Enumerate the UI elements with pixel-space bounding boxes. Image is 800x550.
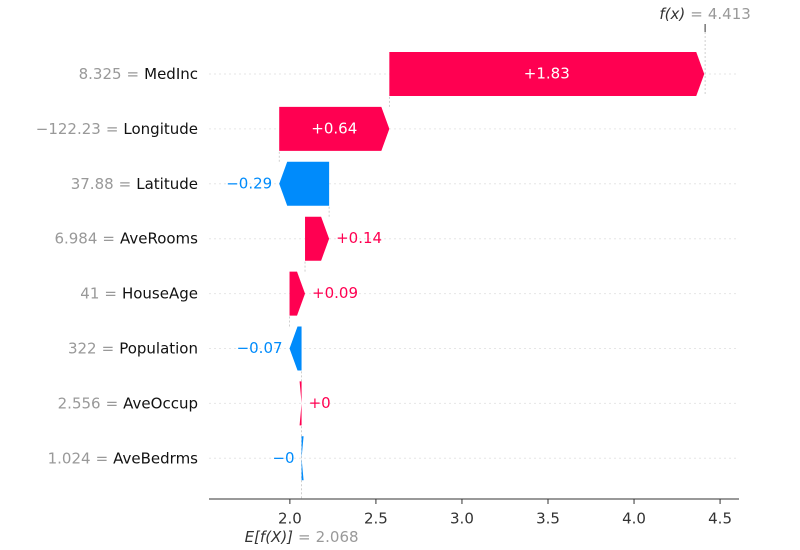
value-label: +0 (309, 394, 331, 412)
bar (299, 381, 302, 426)
output-name: f(x) (659, 5, 685, 23)
output-label: f(x) = 4.413 (659, 5, 750, 23)
feature-value: 8.325 (79, 65, 122, 83)
feature-label: 322 = Population (68, 339, 198, 357)
separator: = (106, 394, 119, 412)
feature-label: −122.23 = Longitude (36, 119, 198, 137)
separator: = (104, 284, 117, 302)
base-label: E[f(X)] = 2.068 (245, 528, 359, 546)
base-name: E[f(X)] (245, 528, 294, 546)
x-tick-label: 2.5 (364, 510, 388, 528)
feature-value: 6.984 (54, 229, 97, 247)
feature-label: 37.88 = Latitude (71, 174, 198, 192)
feature-value: 37.88 (71, 174, 114, 192)
separator: = (96, 449, 109, 467)
feature-name: HouseAge (122, 284, 198, 302)
x-tick-label: 4.5 (708, 510, 732, 528)
feature-value: −122.23 (36, 119, 101, 137)
feature-value: 322 (68, 339, 97, 357)
value-label: −0 (272, 449, 294, 467)
feature-value: 1.024 (48, 449, 91, 467)
output-value: 4.413 (708, 5, 751, 23)
feature-value: 41 (80, 284, 99, 302)
feature-name: AveBedrms (113, 449, 198, 467)
feature-name: AveOccup (123, 394, 198, 412)
bar (305, 216, 330, 261)
separator: = (106, 119, 119, 137)
separator: = (298, 528, 311, 546)
bar (289, 271, 306, 316)
value-label: −0.07 (237, 339, 283, 357)
feature-label: 41 = HouseAge (80, 284, 198, 302)
value-label: +0.64 (311, 119, 357, 137)
x-tick-label: 2.0 (278, 510, 302, 528)
value-label: +1.83 (524, 65, 570, 83)
separator: = (102, 339, 115, 357)
feature-label: 2.556 = AveOccup (58, 394, 198, 412)
base-value: 2.068 (316, 528, 359, 546)
value-label: −0.29 (226, 174, 272, 192)
x-tick-label: 3.5 (536, 510, 560, 528)
value-label: +0.09 (312, 284, 358, 302)
feature-value: 2.556 (58, 394, 101, 412)
feature-name: AveRooms (120, 229, 198, 247)
feature-label: 8.325 = MedInc (79, 65, 198, 83)
separator: = (127, 65, 140, 83)
bar (279, 106, 390, 151)
feature-label: 1.024 = AveBedrms (48, 449, 199, 467)
separator: = (690, 5, 703, 23)
feature-label: 6.984 = AveRooms (54, 229, 198, 247)
value-label: +0.14 (336, 229, 382, 247)
x-tick-label: 3.0 (450, 510, 474, 528)
bar (289, 326, 302, 371)
feature-name: Longitude (123, 119, 198, 137)
bar (279, 161, 330, 206)
feature-name: Latitude (136, 174, 198, 192)
feature-name: MedInc (144, 65, 198, 83)
feature-name: Population (119, 339, 198, 357)
separator: = (119, 174, 132, 192)
bar (301, 436, 304, 481)
x-tick-label: 4.0 (622, 510, 646, 528)
bar (389, 52, 705, 96)
separator: = (102, 229, 115, 247)
